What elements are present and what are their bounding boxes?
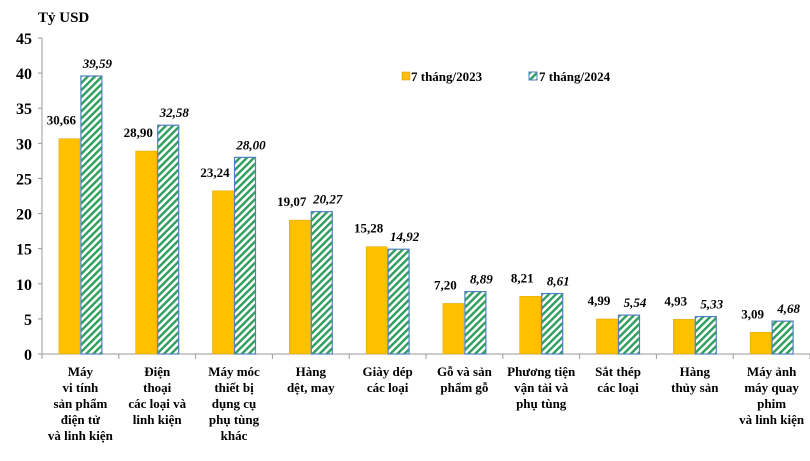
y-tick-label: 10 xyxy=(16,277,32,294)
data-label-2023: 23,24 xyxy=(200,165,230,180)
data-label-2024: 8,89 xyxy=(470,272,493,287)
category-label: Máy móc thiết bị dụng cụ phụ tùng khác xyxy=(208,364,260,443)
category-label: Phương tiện vận tải và phụ tùng xyxy=(507,364,576,411)
data-label-2023: 15,28 xyxy=(354,221,384,236)
data-label-2024: 20,27 xyxy=(312,192,343,207)
data-label-2024: 39,59 xyxy=(82,56,113,71)
y-tick-label: 45 xyxy=(16,31,32,48)
bar-2023 xyxy=(749,332,772,355)
data-label-2023: 30,66 xyxy=(47,113,77,128)
legend-label-2023: 7 tháng/2023 xyxy=(411,69,483,84)
bar-2024 xyxy=(80,75,103,355)
y-tick-label: 5 xyxy=(24,312,32,329)
bar-2023 xyxy=(58,138,81,355)
data-label-2024: 5,33 xyxy=(700,297,723,312)
data-label-2024: 14,92 xyxy=(390,229,420,244)
data-label-2024: 32,58 xyxy=(159,105,190,120)
y-tick-label: 30 xyxy=(16,136,32,153)
y-tick-label: 20 xyxy=(16,207,32,224)
y-tick-label: 0 xyxy=(24,347,32,364)
bar-2023 xyxy=(596,318,618,355)
bar-2024 xyxy=(233,156,257,355)
bar-2024 xyxy=(464,290,487,355)
data-label-2024: 8,61 xyxy=(547,274,570,289)
bar-2024 xyxy=(387,248,410,355)
y-tick-label: 35 xyxy=(16,101,32,118)
data-label-2023: 28,90 xyxy=(124,125,153,140)
bar-2023 xyxy=(135,150,157,355)
data-label-2023: 8,21 xyxy=(511,270,534,285)
y-axis-label: Tỷ USD xyxy=(38,10,89,26)
legend-swatch-2024 xyxy=(528,71,538,81)
data-label-2023: 3,09 xyxy=(741,306,764,321)
category-label: Gỗ và sản phẩm gỗ xyxy=(437,364,493,395)
category-label: Hàng dệt, may xyxy=(287,364,335,395)
bar-2024 xyxy=(694,315,717,355)
legend-label-2024: 7 tháng/2024 xyxy=(539,69,611,84)
y-tick-label: 40 xyxy=(16,66,32,83)
category-label: Máy vi tính sản phẩm điện tử và linh kiện xyxy=(48,364,114,443)
data-label-2024: 5,54 xyxy=(624,295,647,310)
category-label: Sắt thép các loại xyxy=(595,364,641,395)
category-label: Điện thoại các loại và linh kiện xyxy=(128,364,186,427)
category-label: Giày dép các loại xyxy=(362,364,412,395)
data-label-2023: 19,07 xyxy=(277,194,307,209)
bar-2024 xyxy=(157,124,180,355)
bar-2024 xyxy=(617,314,641,355)
data-label-2024: 28,00 xyxy=(235,137,266,152)
data-label-2023: 4,93 xyxy=(664,293,687,308)
y-tick-label: 15 xyxy=(16,242,32,259)
bar-2024 xyxy=(310,211,333,355)
data-label-2023: 7,20 xyxy=(434,277,457,292)
y-tick-label: 25 xyxy=(16,171,32,188)
bar-2023 xyxy=(519,296,541,355)
legend-swatch-2023 xyxy=(401,71,411,81)
bar-2024 xyxy=(541,292,564,355)
data-label-2024: 4,68 xyxy=(776,301,800,316)
category-label: Hàng thủy sản xyxy=(671,364,719,395)
bar-2023 xyxy=(212,190,234,355)
data-label-2023: 4,99 xyxy=(588,293,611,308)
bar-2024 xyxy=(771,320,794,355)
category-label: Máy ảnh máy quay phim và linh kiện xyxy=(739,364,805,427)
bar-2023 xyxy=(673,319,695,355)
bar-2023 xyxy=(289,219,311,355)
bar-2023 xyxy=(442,303,465,355)
bar-2023 xyxy=(365,246,388,355)
legend: 7 tháng/2023 7 tháng/2024 xyxy=(401,69,611,84)
